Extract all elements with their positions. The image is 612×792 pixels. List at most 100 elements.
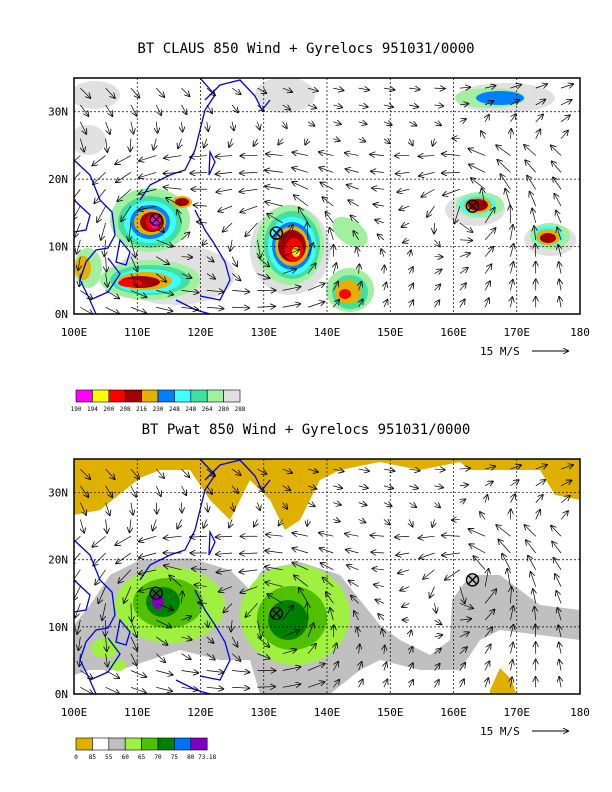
colorbar-label: 216 — [136, 406, 147, 413]
wind-vector — [532, 209, 536, 224]
wind-vector — [468, 149, 486, 156]
wind-vector — [178, 138, 181, 148]
wind-vector — [510, 100, 519, 106]
wind-vector — [74, 569, 81, 583]
wind-vector — [384, 680, 387, 688]
wind-vector — [560, 115, 570, 123]
wind-vector — [423, 569, 435, 579]
wind-vector — [216, 172, 233, 174]
wind-vector — [559, 677, 561, 688]
grid-bottom — [74, 459, 580, 694]
wind-vector — [156, 121, 157, 133]
wind-vector — [333, 486, 342, 488]
wind-vector — [383, 503, 392, 506]
wind-vector — [216, 189, 233, 192]
colorbar-swatch — [157, 389, 175, 403]
wind-vector — [333, 88, 343, 90]
wind-vector — [195, 585, 207, 587]
wind-vector — [525, 160, 536, 173]
wind-vector — [535, 115, 543, 123]
wind-vector — [319, 168, 334, 173]
wind-vector — [78, 256, 80, 270]
wind-vector — [130, 87, 139, 98]
wind-vector — [80, 485, 88, 497]
wind-vector — [434, 648, 441, 654]
wind-vector — [459, 663, 465, 671]
wind-vector — [231, 485, 238, 493]
wind-vector — [266, 534, 283, 536]
x-tick-label: 180 — [570, 326, 590, 339]
wind-vector — [299, 208, 309, 224]
wind-vector — [409, 663, 413, 671]
wind-vector — [403, 240, 410, 243]
wind-vector — [169, 576, 182, 587]
wind-vector — [292, 548, 309, 554]
wind-vector — [534, 226, 536, 240]
colorbar-swatch — [124, 737, 142, 751]
wind-vector — [330, 608, 333, 621]
wind-vector — [206, 290, 224, 291]
wind-vector — [484, 228, 495, 241]
wind-vector — [346, 550, 359, 553]
wind-vector — [402, 223, 410, 227]
wind-vector — [164, 565, 182, 571]
wind-vector — [383, 519, 390, 524]
wind-vector — [105, 686, 120, 694]
wind-vector — [333, 643, 336, 654]
wind-vector — [181, 468, 190, 477]
wind-vector — [254, 138, 258, 146]
wind-vector — [358, 469, 369, 471]
wind-vector — [397, 189, 410, 192]
wind-vector — [333, 263, 336, 274]
wind-vector — [181, 687, 198, 690]
wind-vector — [333, 662, 338, 671]
wind-vector — [434, 503, 441, 508]
wind-vector — [349, 581, 359, 587]
colorbar-swatch — [190, 389, 208, 403]
wind-vector — [74, 552, 81, 565]
wind-vector — [347, 185, 359, 190]
wind-vector — [333, 282, 338, 291]
wind-vector — [496, 145, 511, 156]
wind-vector — [267, 594, 283, 604]
wind-vector — [106, 138, 108, 152]
wind-vector — [231, 104, 238, 112]
wind-vector — [358, 105, 368, 107]
wind-vector — [307, 486, 316, 489]
wind-vector — [326, 592, 334, 604]
wind-vector — [80, 290, 92, 298]
wind-vector — [299, 588, 309, 604]
wind-vector — [321, 563, 334, 571]
wind-vector — [282, 88, 292, 92]
wind-vector — [383, 469, 394, 471]
wind-vector — [307, 519, 308, 525]
plot-frame-top — [73, 77, 581, 315]
wind-vector — [80, 519, 84, 532]
wind-vector — [206, 87, 215, 95]
wind-vector — [257, 306, 275, 307]
wind-vector — [434, 88, 445, 89]
wind-vector — [485, 115, 489, 122]
wind-vector — [510, 225, 512, 240]
wind-vector — [323, 578, 334, 587]
wind-vector — [79, 653, 80, 666]
wind-vector — [182, 591, 183, 604]
wind-vector — [130, 104, 137, 116]
wind-vector — [80, 104, 88, 116]
wind-vector — [282, 269, 296, 274]
wind-vector — [485, 661, 489, 671]
wind-vector — [257, 485, 264, 492]
wind-vector — [552, 161, 562, 173]
wind-vector — [130, 686, 146, 692]
wind-vector — [551, 526, 562, 537]
wind-vector — [231, 468, 240, 475]
wind-vector — [459, 468, 470, 469]
wind-vector — [282, 684, 301, 687]
wind-vector — [485, 569, 488, 587]
wind-vector — [282, 304, 300, 307]
wind-vector — [480, 512, 486, 520]
wind-vector — [469, 544, 486, 554]
colorbar-label: 280 — [218, 406, 229, 413]
wind-vector — [204, 138, 207, 148]
